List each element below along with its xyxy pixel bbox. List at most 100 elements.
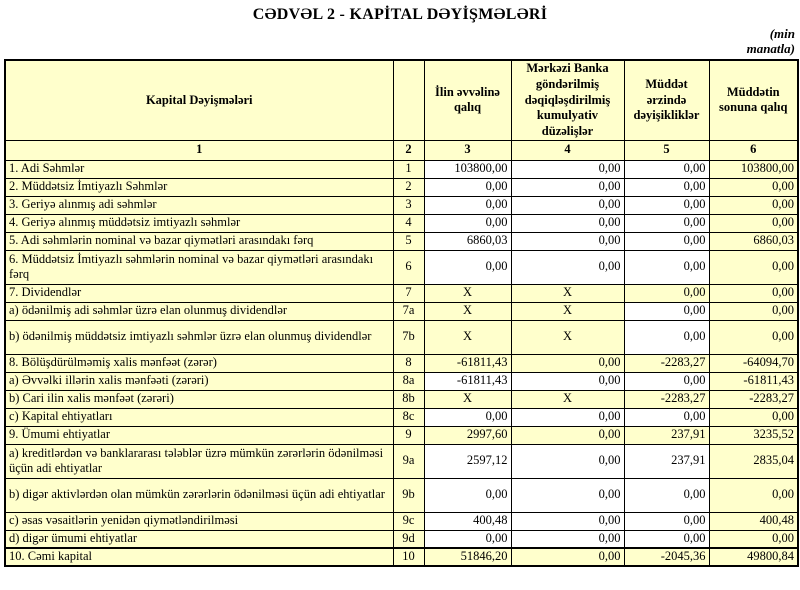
- row-label: 2. Müddətsiz İmtiyazlı Səhmlər: [4, 177, 394, 197]
- row-label: 3. Geriyə alınmış adi səhmlər: [4, 195, 394, 215]
- row-value: 0,00: [510, 195, 625, 215]
- row-value: -61811,43: [423, 353, 512, 373]
- row-value: 0,00: [510, 477, 625, 513]
- header-muddet-erzinde-deyisiklikler: Müddət ərzində dəyişikliklər: [623, 59, 710, 141]
- row-value: -2045,36: [623, 547, 710, 567]
- row-label: a) Əvvəlki illərin xalis mənfəəti (zərər…: [4, 371, 394, 391]
- row-label: 6. Müddətsiz İmtiyazlı səhmlərin nominal…: [4, 249, 394, 285]
- row-number: 9: [392, 425, 425, 445]
- row-value: 0,00: [510, 177, 625, 197]
- row-value: 0,00: [623, 231, 710, 251]
- row-value: X: [423, 301, 512, 321]
- row-value: 2997,60: [423, 425, 512, 445]
- column-number-1: 1: [4, 139, 394, 161]
- row-value: 0,00: [708, 407, 799, 427]
- row-value: 0,00: [510, 213, 625, 233]
- row-number: 7a: [392, 301, 425, 321]
- column-number-6: 6: [708, 139, 799, 161]
- row-label: 10. Cəmi kapital: [4, 547, 394, 567]
- row-number: 1: [392, 159, 425, 179]
- row-value: -2283,27: [623, 353, 710, 373]
- row-value: X: [423, 283, 512, 303]
- table-row: 8. Bölüşdürülməmiş xalis mənfəət (zərər)…: [4, 353, 799, 373]
- row-number: 8a: [392, 371, 425, 391]
- row-value: 0,00: [623, 177, 710, 197]
- table-row: 6. Müddətsiz İmtiyazlı səhmlərin nominal…: [4, 249, 799, 285]
- row-value: 0,00: [423, 213, 512, 233]
- row-value: 2597,12: [423, 443, 512, 479]
- row-number: 10: [392, 547, 425, 567]
- row-value: -2283,27: [708, 389, 799, 409]
- row-value: 0,00: [623, 213, 710, 233]
- row-number: 8c: [392, 407, 425, 427]
- row-label: b) Cari ilin xalis mənfəət (zərəri): [4, 389, 394, 409]
- table-row: b) ödənilmiş müddətsiz imtiyazlı səhmlər…: [4, 319, 799, 355]
- column-number-3: 3: [423, 139, 512, 161]
- table-row: 5. Adi səhmlərin nominal və bazar qiymət…: [4, 231, 799, 251]
- row-value: 0,00: [510, 249, 625, 285]
- row-value: 0,00: [623, 301, 710, 321]
- row-value: 0,00: [708, 195, 799, 215]
- row-value: X: [510, 319, 625, 355]
- row-value: 0,00: [423, 529, 512, 549]
- row-label: a) ödənilmiş adi səhmlər üzrə elan olunm…: [4, 301, 394, 321]
- row-label: b) digər aktivlərdən olan mümkün zərərlə…: [4, 477, 394, 513]
- row-value: 0,00: [623, 195, 710, 215]
- table-row: 4. Geriyə alınmış müddətsiz imtiyazlı sə…: [4, 213, 799, 233]
- row-value: 0,00: [708, 249, 799, 285]
- column-number-5: 5: [623, 139, 710, 161]
- row-value: 0,00: [510, 511, 625, 531]
- table-row: d) digər ümumi ehtiyatlar 9d 0,00 0,00 0,00 0…: [4, 529, 799, 549]
- row-value: 0,00: [510, 425, 625, 445]
- row-value: 0,00: [423, 195, 512, 215]
- row-value: 0,00: [510, 529, 625, 549]
- row-value: -64094,70: [708, 353, 799, 373]
- row-value: 0,00: [510, 371, 625, 391]
- row-value: -61811,43: [708, 371, 799, 391]
- header-muddetin-sonuna-qaliq: Müddətin sonuna qalıq: [708, 59, 799, 141]
- row-value: 0,00: [510, 353, 625, 373]
- row-value: 0,00: [708, 177, 799, 197]
- row-value: 6860,03: [423, 231, 512, 251]
- column-number-4: 4: [510, 139, 625, 161]
- row-value: 237,91: [623, 443, 710, 479]
- table-row: c) Kapital ehtiyatları 8c 0,00 0,00 0,00 0,00: [4, 407, 799, 427]
- row-value: 0,00: [623, 529, 710, 549]
- row-value: 0,00: [708, 319, 799, 355]
- table-row: 1. Adi Səhmlər 1 103800,00 0,00 0,00 103800,0…: [4, 159, 799, 179]
- table-row: 9. Ümumi ehtiyatlar 9 2997,60 0,00 237,91 323…: [4, 425, 799, 445]
- row-label: 8. Bölüşdürülməmiş xalis mənfəət (zərər): [4, 353, 394, 373]
- row-value: 0,00: [708, 477, 799, 513]
- row-value: 0,00: [623, 371, 710, 391]
- row-number: 9a: [392, 443, 425, 479]
- unit-note-line2: manatla): [746, 40, 795, 56]
- page-title: CƏDVƏL 2 - KAPİTAL DƏYİŞMƏLƏRİ: [252, 6, 548, 23]
- row-value: 0,00: [510, 159, 625, 179]
- column-number-row: 1 2 3 4 5 6: [4, 139, 799, 161]
- row-value: 0,00: [423, 249, 512, 285]
- row-value: -2283,27: [623, 389, 710, 409]
- table-row: a) ödənilmiş adi səhmlər üzrə elan olunm…: [4, 301, 799, 321]
- row-value: 0,00: [510, 547, 625, 567]
- unit-note-line1: (min: [769, 26, 795, 41]
- row-number: 8b: [392, 389, 425, 409]
- row-value: 0,00: [708, 301, 799, 321]
- row-value: 0,00: [708, 529, 799, 549]
- row-value: 0,00: [423, 177, 512, 197]
- row-value: -61811,43: [423, 371, 512, 391]
- row-value: 3235,52: [708, 425, 799, 445]
- row-value: 2835,04: [708, 443, 799, 479]
- row-number: 7: [392, 283, 425, 303]
- row-value: X: [510, 389, 625, 409]
- row-value: X: [510, 301, 625, 321]
- row-value: 400,48: [423, 511, 512, 531]
- row-number: 7b: [392, 319, 425, 355]
- unit-note: (min manatla): [0, 26, 795, 56]
- row-label: c) Kapital ehtiyatları: [4, 407, 394, 427]
- row-number: 4: [392, 213, 425, 233]
- table-row: a) Əvvəlki illərin xalis mənfəəti (zərər…: [4, 371, 799, 391]
- header-ilin-evveline-qaliq: İlin əvvəlinə qalıq: [423, 59, 512, 141]
- row-label: 4. Geriyə alınmış müddətsiz imtiyazlı sə…: [4, 213, 394, 233]
- row-value: 237,91: [623, 425, 710, 445]
- table-row: 10. Cəmi kapital 10 51846,20 0,00 -2045,36 49…: [4, 547, 799, 567]
